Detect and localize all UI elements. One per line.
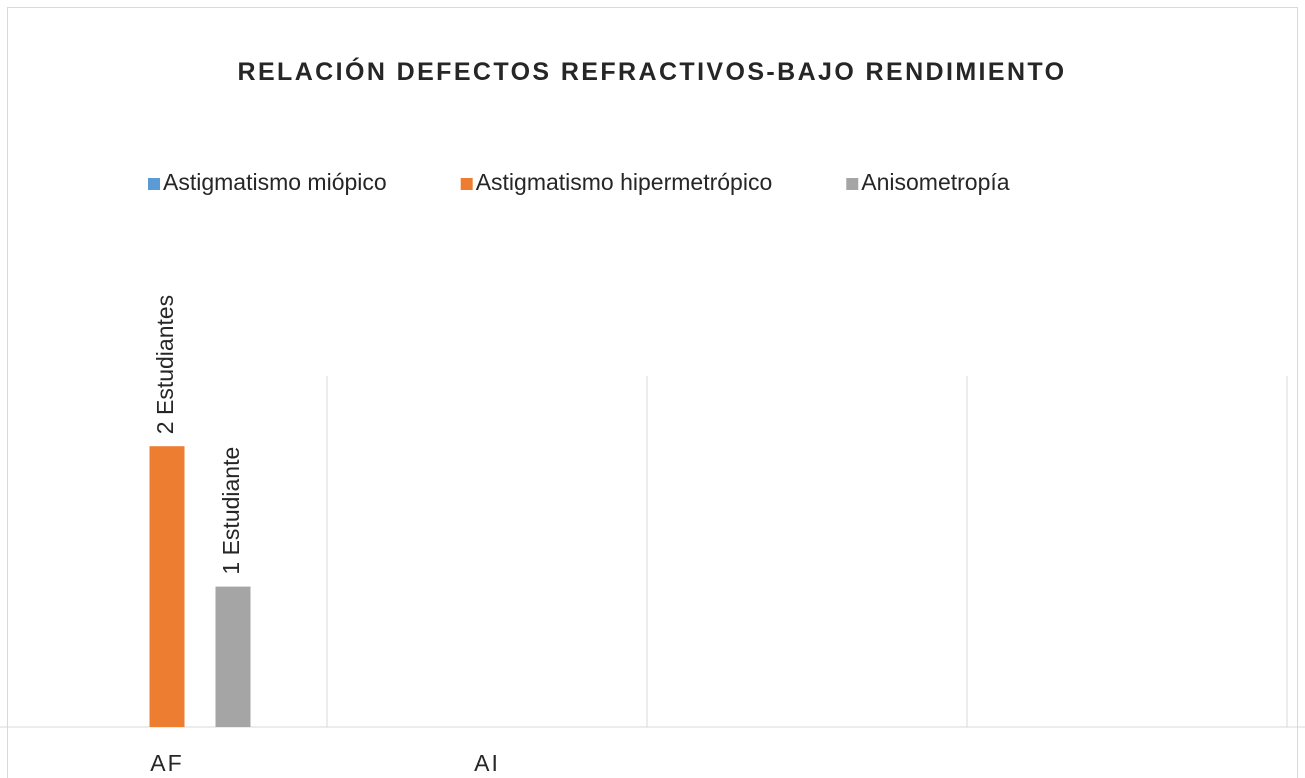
legend-swatch bbox=[846, 178, 859, 190]
data-label: 1 Estudiante bbox=[218, 447, 244, 575]
legend-swatch bbox=[460, 178, 473, 190]
x-tick-label: AF bbox=[150, 750, 183, 776]
chart-title: RELACIÓN DEFECTOS REFRACTIVOS-BAJO RENDI… bbox=[237, 58, 1067, 86]
x-tick-label: AI bbox=[474, 750, 500, 776]
legend-label: Astigmatismo hipermetrópico bbox=[476, 169, 773, 195]
data-label: 2 Estudiantes bbox=[152, 295, 178, 434]
legend-label: Astigmatismo miópico bbox=[163, 169, 387, 195]
chart-border bbox=[7, 7, 1298, 778]
legend-label: Anisometropía bbox=[861, 169, 1010, 195]
bar bbox=[215, 586, 251, 727]
legend-swatch bbox=[148, 178, 160, 190]
bar bbox=[149, 446, 185, 727]
